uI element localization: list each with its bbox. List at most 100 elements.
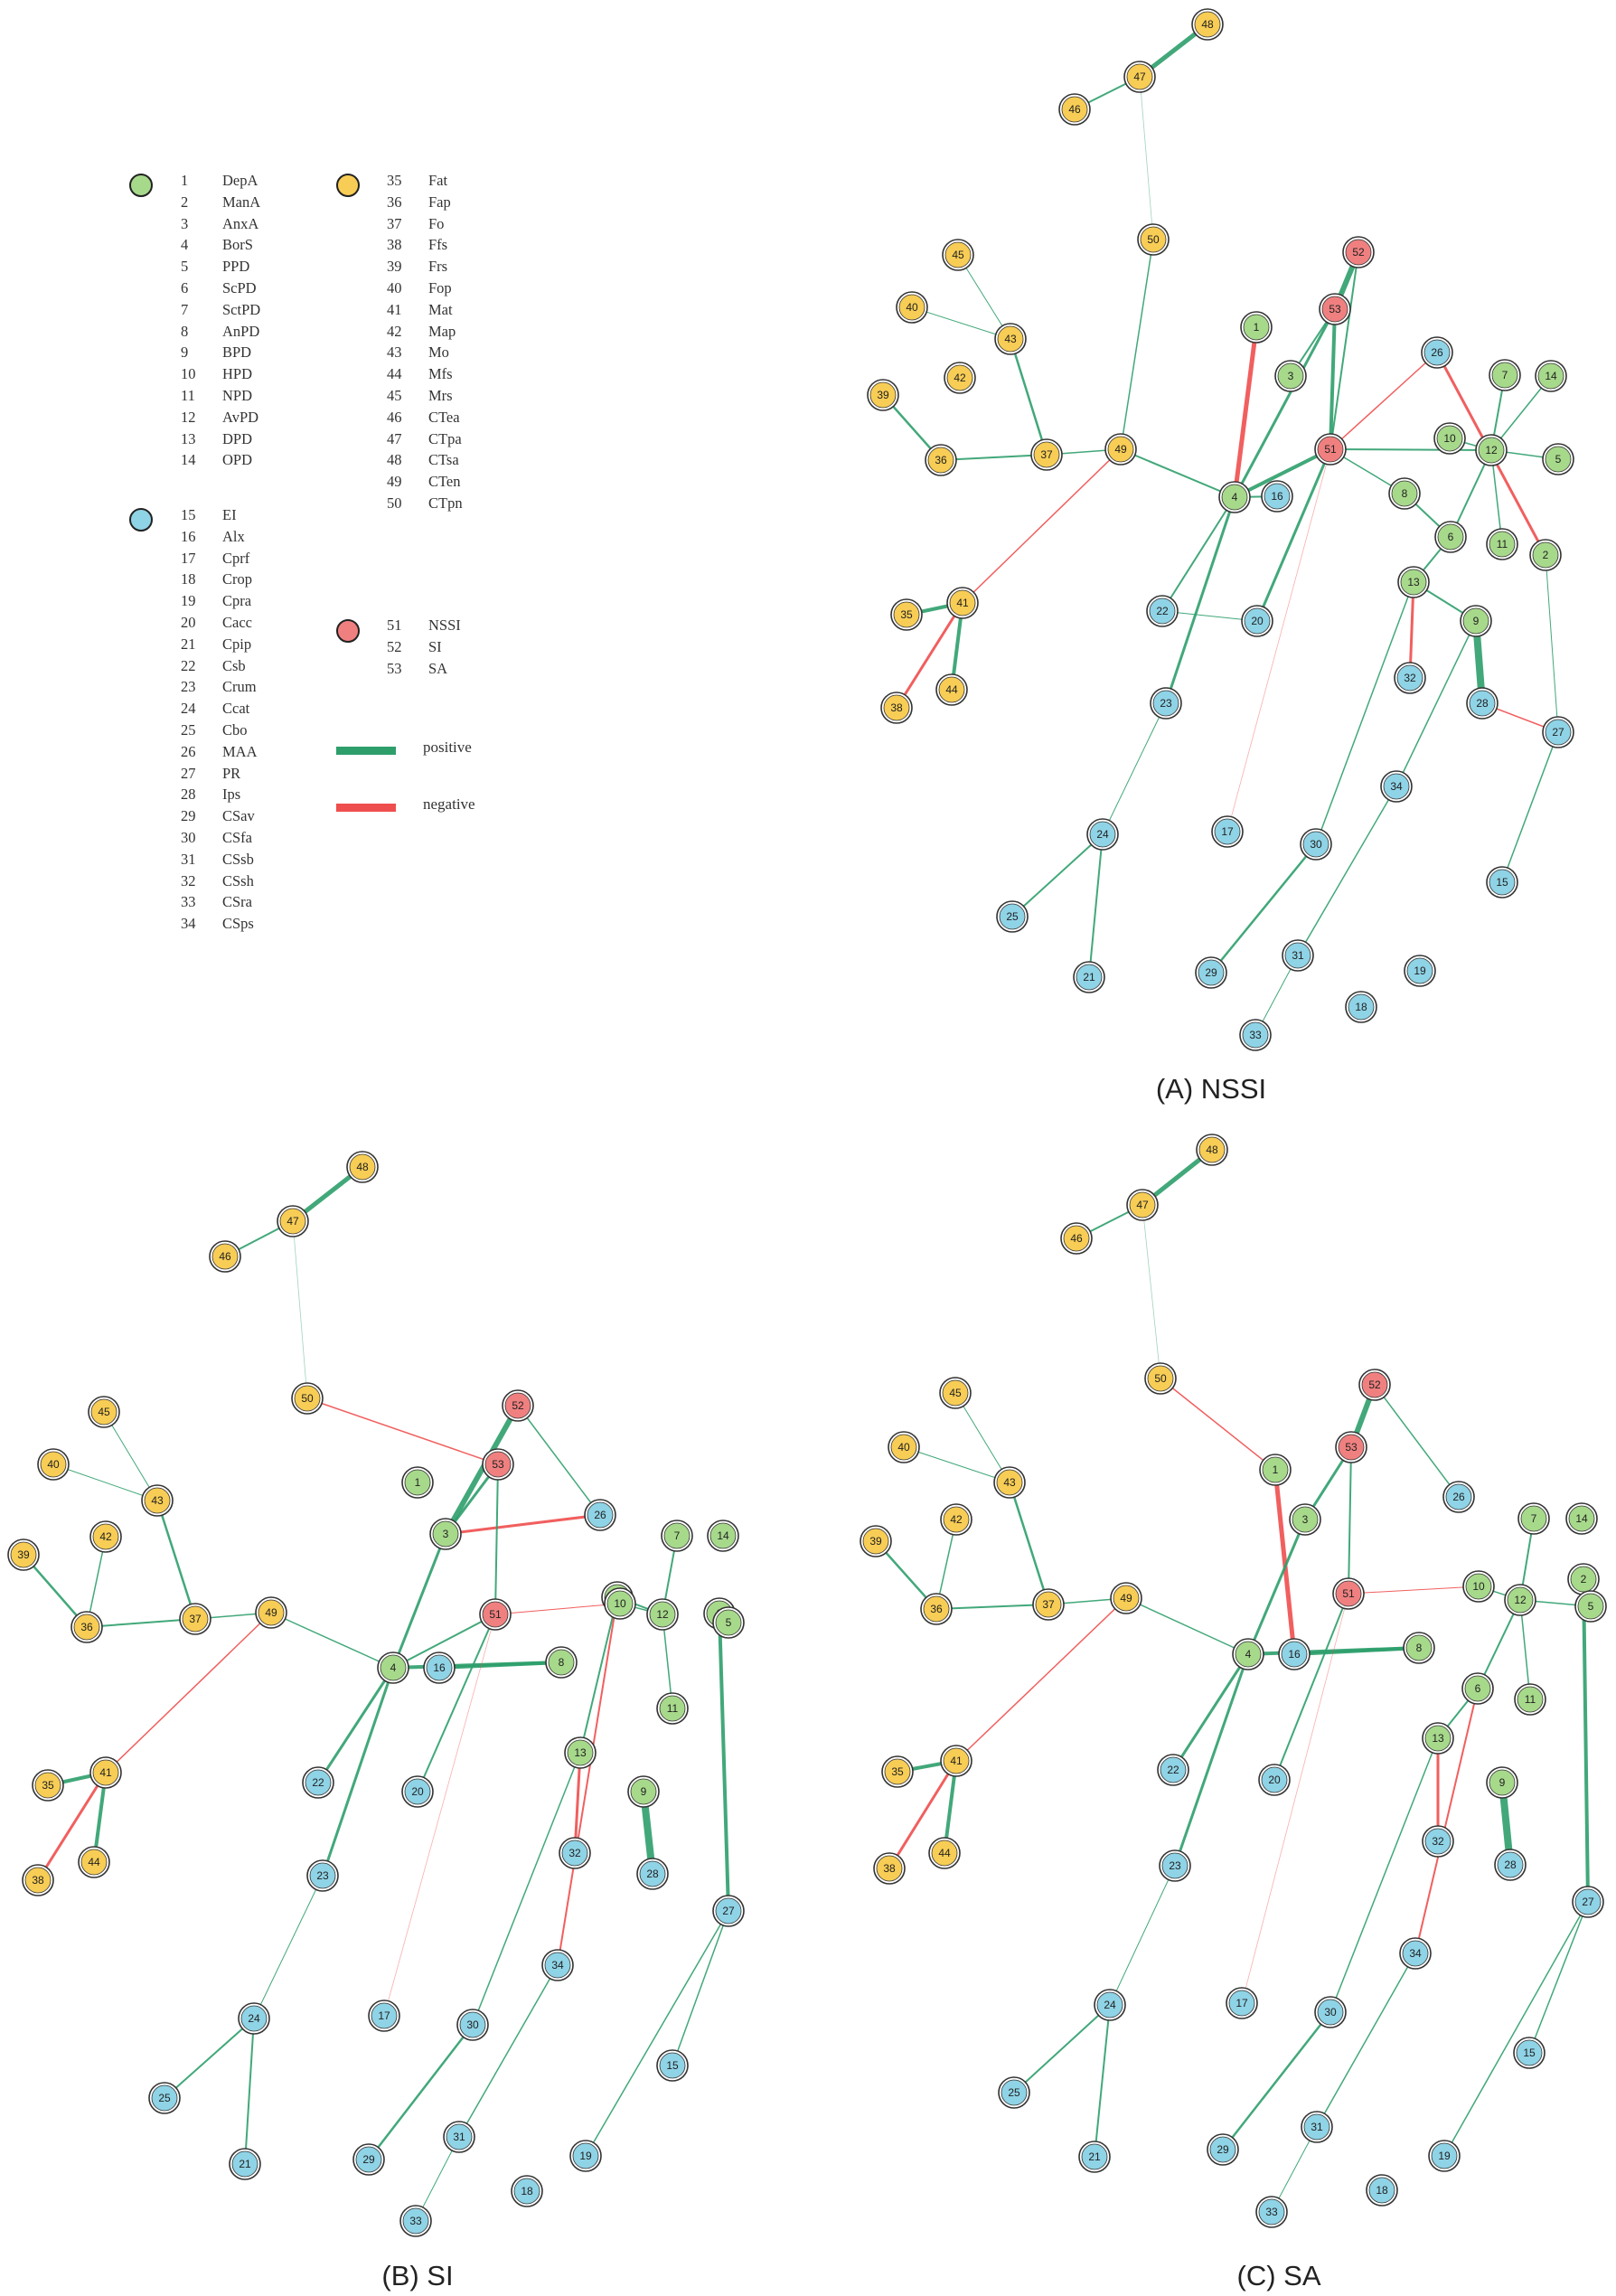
edge-positive bbox=[86, 1618, 196, 1628]
node-37: 37 bbox=[179, 1603, 211, 1635]
caption-c: (C) SA bbox=[1237, 2260, 1321, 2291]
node-5: 5 bbox=[1542, 443, 1574, 475]
edge-positive bbox=[1233, 307, 1337, 499]
node-label: 4 bbox=[390, 1661, 397, 1674]
edge-positive bbox=[1329, 448, 1492, 451]
node-1: 1 bbox=[401, 1466, 434, 1499]
node-fill bbox=[1242, 1021, 1269, 1049]
node-label: 6 bbox=[1448, 531, 1454, 543]
edge-positive bbox=[443, 1403, 521, 1537]
edge-positive bbox=[1329, 251, 1359, 450]
node-fill bbox=[1001, 2079, 1028, 2106]
edge-positive bbox=[1173, 1652, 1250, 1868]
node-label: 45 bbox=[98, 1406, 110, 1418]
node-51: 51 bbox=[479, 1598, 512, 1631]
node-42: 42 bbox=[944, 362, 976, 394]
node-fill bbox=[1383, 773, 1410, 800]
node-label: 45 bbox=[949, 1387, 962, 1399]
node-14: 14 bbox=[1535, 360, 1567, 392]
node-label: 17 bbox=[378, 2009, 390, 2022]
edge-negative bbox=[306, 1397, 499, 1465]
node-45: 45 bbox=[942, 239, 974, 271]
node-1: 1 bbox=[1259, 1454, 1292, 1486]
node-label: 18 bbox=[1376, 2184, 1388, 2197]
node-fill bbox=[1061, 96, 1088, 123]
edge-positive bbox=[417, 1614, 496, 1793]
node-fill bbox=[572, 2142, 599, 2169]
node-label: 38 bbox=[32, 1874, 44, 1887]
node-7: 7 bbox=[1489, 359, 1521, 391]
node-label: 38 bbox=[883, 1862, 896, 1875]
edge-positive bbox=[1348, 1446, 1352, 1595]
node-11: 11 bbox=[1514, 1683, 1546, 1716]
node-label: 31 bbox=[453, 2131, 465, 2143]
node-30: 30 bbox=[456, 2009, 489, 2041]
edge-positive bbox=[1477, 1599, 1521, 1689]
node-32: 32 bbox=[559, 1837, 591, 1869]
node-10: 10 bbox=[604, 1587, 636, 1620]
edge-positive bbox=[1545, 554, 1559, 733]
node-label: 53 bbox=[492, 1458, 504, 1471]
node-label: 6 bbox=[1475, 1682, 1481, 1695]
node-label: 17 bbox=[1221, 825, 1234, 838]
node-fill bbox=[305, 1769, 332, 1796]
node-fill bbox=[1402, 1940, 1429, 1967]
node-fill bbox=[92, 1759, 119, 1786]
node-29: 29 bbox=[352, 2143, 385, 2176]
node-39: 39 bbox=[867, 379, 899, 411]
node-label: 1 bbox=[415, 1476, 421, 1489]
node-label: 37 bbox=[1042, 1598, 1055, 1611]
node-fill bbox=[630, 1778, 657, 1805]
node-fill bbox=[513, 2178, 540, 2205]
node-fill bbox=[938, 676, 965, 703]
node-4: 4 bbox=[1232, 1638, 1264, 1670]
node-27: 27 bbox=[1572, 1886, 1604, 1918]
node-37: 37 bbox=[1032, 1588, 1065, 1621]
edge-positive bbox=[1125, 1597, 1249, 1655]
edge-positive bbox=[954, 1392, 1010, 1483]
node-fill bbox=[1214, 818, 1241, 845]
edge-positive bbox=[1443, 1901, 1589, 2157]
node-15: 15 bbox=[656, 2049, 689, 2082]
node-32: 32 bbox=[1422, 1825, 1454, 1858]
edge-negative bbox=[1414, 1688, 1479, 1954]
node-13: 13 bbox=[1397, 566, 1430, 598]
node-16: 16 bbox=[1278, 1638, 1311, 1670]
node-label: 12 bbox=[1514, 1594, 1527, 1606]
node-fill bbox=[944, 241, 972, 268]
node-fill bbox=[942, 1379, 969, 1407]
node-label: 14 bbox=[1545, 370, 1557, 382]
node-fill bbox=[1063, 1225, 1090, 1252]
node-2: 2 bbox=[1529, 539, 1562, 571]
node-fill bbox=[1368, 2177, 1395, 2204]
edge-positive bbox=[1088, 833, 1104, 978]
node-18: 18 bbox=[1366, 2174, 1398, 2207]
node-21: 21 bbox=[229, 2148, 261, 2180]
node-47: 47 bbox=[277, 1205, 309, 1237]
node-label: 12 bbox=[656, 1608, 669, 1621]
node-fill bbox=[715, 1897, 742, 1924]
node-label: 27 bbox=[722, 1905, 735, 1917]
node-38: 38 bbox=[880, 692, 913, 724]
node-fill bbox=[561, 1840, 588, 1867]
node-9: 9 bbox=[1486, 1766, 1518, 1799]
edge-positive bbox=[458, 1964, 559, 2138]
node-fill bbox=[1194, 11, 1221, 38]
node-fill bbox=[294, 1385, 321, 1412]
node-label: 18 bbox=[1355, 1001, 1367, 1013]
node-26: 26 bbox=[584, 1499, 616, 1531]
node-fill bbox=[1228, 1990, 1255, 2017]
node-36: 36 bbox=[70, 1611, 103, 1643]
node-fill bbox=[893, 601, 920, 628]
node-fill bbox=[943, 1747, 970, 1774]
node-12: 12 bbox=[1504, 1584, 1536, 1616]
node-fill bbox=[1035, 1591, 1062, 1618]
node-fill bbox=[404, 1469, 431, 1496]
node-fill bbox=[90, 1398, 117, 1426]
node-19: 19 bbox=[1404, 955, 1436, 987]
node-20: 20 bbox=[401, 1775, 434, 1808]
edge-positive bbox=[52, 1463, 158, 1501]
node-label: 46 bbox=[1068, 103, 1081, 116]
node-label: 30 bbox=[1324, 2006, 1337, 2018]
node-fill bbox=[1302, 831, 1329, 858]
